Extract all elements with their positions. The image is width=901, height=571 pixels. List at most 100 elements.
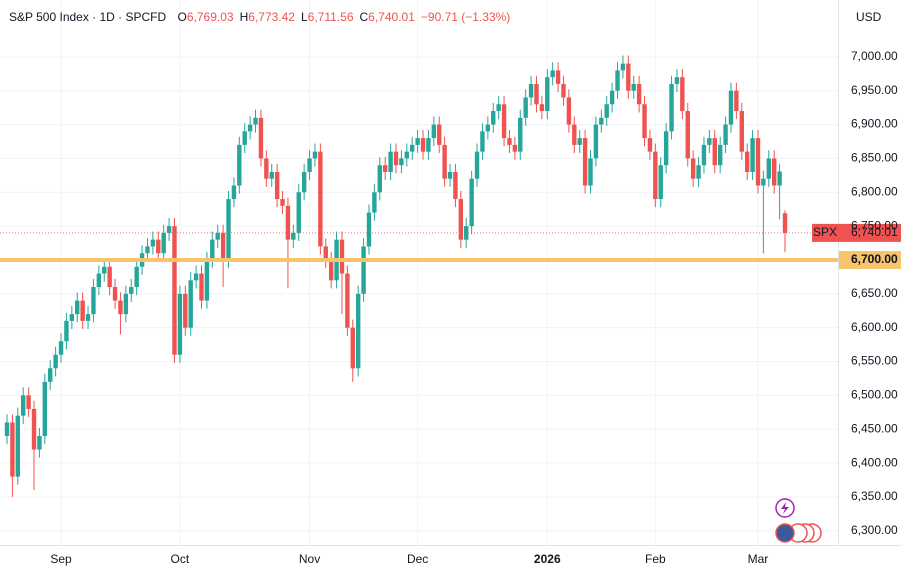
candle-body: [247, 124, 253, 132]
y-tick-label: 6,550.00: [851, 354, 898, 368]
candle-body: [701, 144, 707, 166]
hline-label-bg: [839, 250, 901, 269]
candle-body: [647, 138, 653, 152]
y-tick-label: 6,400.00: [851, 455, 898, 469]
candle-body: [609, 90, 615, 105]
candle-body: [615, 70, 620, 91]
y-tick-label: 6,350.00: [851, 489, 898, 503]
y-tick-label: 6,700.00: [851, 252, 898, 266]
y-tick-label: 6,600.00: [851, 320, 898, 334]
candle-body: [172, 226, 177, 355]
candle-body: [161, 232, 166, 254]
candle-body: [453, 171, 458, 200]
candle-body: [85, 314, 91, 321]
candle-body: [4, 422, 10, 436]
candle-body: [215, 232, 220, 240]
candle-body: [102, 266, 107, 274]
candle-body: [588, 158, 593, 186]
y-tick-label: 6,800.00: [851, 184, 898, 198]
ohlc-value: 6,711.56: [308, 10, 354, 24]
candle-body: [539, 104, 545, 112]
candle-body: [782, 213, 788, 233]
candle-body: [496, 104, 501, 112]
candle-body: [75, 300, 80, 315]
candle-body: [766, 158, 771, 179]
candle-body: [15, 415, 21, 477]
candle-body: [231, 185, 237, 200]
candle-body: [550, 70, 555, 78]
y-tick-label: 7,000.00: [851, 49, 898, 63]
ohlc-key: C: [360, 10, 369, 24]
candle-body: [485, 124, 491, 132]
candles: [4, 55, 788, 497]
candle-body: [264, 158, 269, 179]
ohlc-value: 6,740.01: [368, 10, 415, 24]
candle-body: [199, 273, 204, 301]
candle-body: [685, 111, 690, 159]
candle-body: [518, 117, 523, 152]
candle-body: [377, 165, 382, 193]
event-icons: [775, 498, 822, 543]
ohlc-key: O: [178, 10, 187, 24]
change: −90.71 (−1.33%): [421, 10, 510, 24]
candle-body: [388, 151, 393, 172]
candle-body: [210, 239, 215, 260]
candle-body: [771, 158, 777, 186]
y-tick-label: 6,450.00: [851, 421, 898, 435]
candle-body: [366, 212, 372, 247]
candle-body: [707, 138, 712, 145]
candle-body: [301, 171, 307, 193]
y-tick-label: 6,900.00: [851, 117, 898, 131]
candle-body: [566, 97, 572, 125]
currency: USD: [856, 10, 882, 24]
candle-body: [48, 368, 53, 382]
candle-body: [166, 226, 172, 233]
candle-body: [501, 104, 507, 139]
candle-body: [653, 151, 658, 200]
last-price-label-bg: [839, 223, 901, 242]
candle-body: [712, 138, 717, 166]
candle-body: [658, 165, 663, 200]
candle-body: [723, 124, 728, 145]
candle-body: [431, 124, 437, 139]
candle-body: [188, 280, 193, 328]
candle-body: [69, 314, 75, 321]
event-icon-flag: [775, 523, 795, 543]
candle-body: [437, 124, 442, 145]
candle-body: [572, 124, 577, 145]
candle-body: [442, 144, 447, 179]
candle-body: [285, 205, 291, 240]
y-tick-label: 6,850.00: [851, 151, 898, 165]
candle-body: [134, 266, 139, 288]
candle-body: [42, 381, 48, 436]
candle-body: [258, 117, 264, 159]
candle-body: [599, 117, 604, 125]
x-tick-label: Oct: [171, 552, 190, 566]
candle-body: [253, 117, 258, 125]
candle-body: [118, 300, 123, 315]
candle-body: [582, 138, 588, 186]
candle-body: [561, 83, 566, 98]
ohlc-key: L: [301, 10, 308, 24]
candle-body: [350, 327, 355, 369]
candle-body: [534, 83, 539, 105]
candle-body: [593, 124, 599, 159]
candle-body: [642, 104, 647, 139]
candle-body: [64, 320, 69, 342]
candle-body: [717, 144, 723, 166]
candle-body: [626, 63, 631, 91]
candle-body: [744, 151, 750, 172]
candle-body: [399, 158, 404, 166]
candle-body: [145, 246, 150, 254]
candle-body: [339, 239, 345, 274]
candle-body: [447, 171, 453, 179]
candle-body: [323, 246, 328, 260]
candle-body: [545, 77, 550, 112]
y-tick-label: 6,950.00: [851, 83, 898, 97]
candle-body: [474, 151, 480, 179]
candle-body: [280, 199, 285, 206]
candle-body: [734, 90, 739, 112]
candle-body: [242, 131, 247, 145]
symbol-label: SPX: [813, 225, 837, 239]
